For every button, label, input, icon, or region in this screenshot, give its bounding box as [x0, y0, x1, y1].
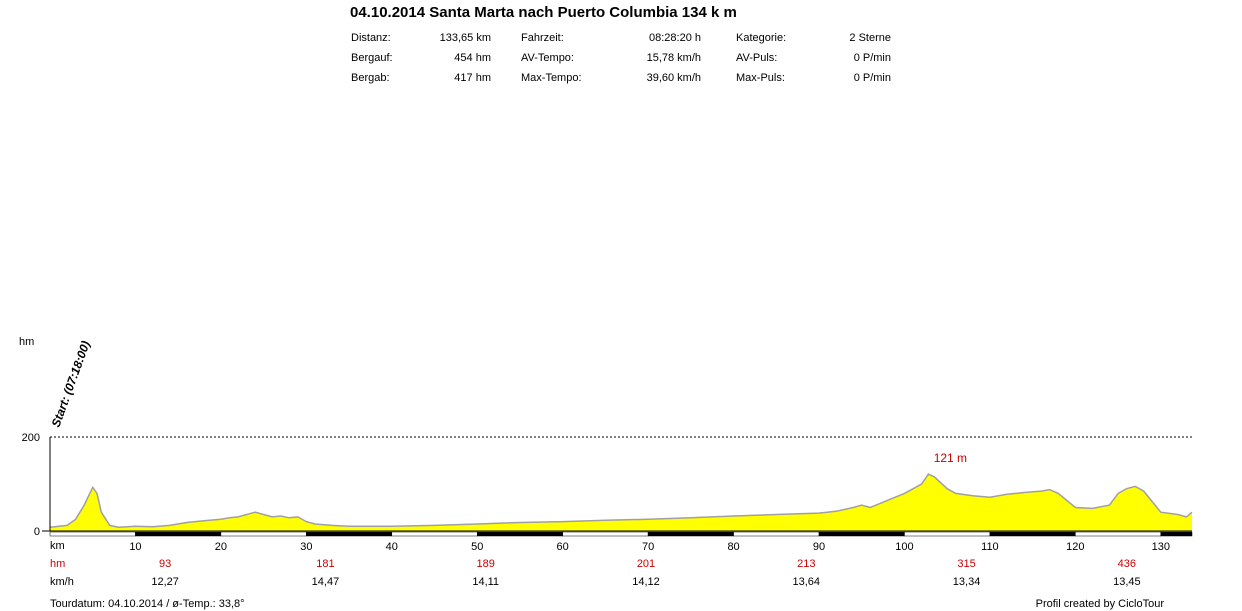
segment-hm-value: 93 — [159, 558, 172, 570]
stat-label-ride-time: Fahrzeit: — [521, 32, 564, 44]
x-band-segment — [306, 531, 393, 537]
stat-value-ascent: 454 hm — [454, 52, 491, 64]
x-tick-label: 20 — [215, 541, 227, 553]
segment-speed-value: 14,47 — [311, 576, 340, 588]
segment-hm-value: 181 — [316, 558, 335, 570]
x-band-segment — [989, 531, 1076, 537]
footer-tour-info: Tourdatum: 04.10.2014 / ø-Temp.: 33,8° — [50, 598, 245, 610]
segment-speed-row-label: km/h — [50, 576, 74, 588]
x-tick-label: 90 — [813, 541, 825, 553]
segment-hm-value: 315 — [957, 558, 976, 570]
stat-value-descent: 417 hm — [454, 72, 491, 84]
segment-hm-value: 213 — [797, 558, 816, 570]
segment-speed-value: 14,12 — [632, 576, 660, 588]
stat-value-distance: 133,65 km — [439, 32, 491, 44]
x-tick-label: 70 — [642, 541, 654, 553]
segment-speed-value: 13,64 — [792, 576, 821, 588]
segment-speed-value: 14,11 — [472, 576, 500, 588]
y-tick-label: 200 — [22, 432, 40, 444]
x-axis-band — [49, 531, 1193, 537]
stat-label-category: Kategorie: — [736, 32, 787, 44]
x-band-segment — [733, 531, 820, 537]
segment-speed-value: 12,27 — [151, 576, 179, 588]
x-axis-label: km — [50, 540, 65, 552]
stat-label-descent: Bergab: — [351, 72, 390, 84]
x-band-segment — [1075, 531, 1162, 537]
segment-hm-value: 201 — [636, 558, 656, 570]
segment-hm-value: 189 — [476, 558, 495, 570]
stat-label-max-speed: Max-Tempo: — [521, 72, 582, 84]
stat-label-max-pulse: Max-Puls: — [736, 72, 785, 84]
segment-speed-value: 13,45 — [1113, 576, 1141, 588]
stat-label-avg-speed: AV-Tempo: — [521, 52, 574, 64]
segment-hm-row-label: hm — [50, 558, 66, 570]
max-elevation-annotation: 121 m — [934, 451, 967, 465]
x-band-segment — [135, 531, 222, 537]
x-tick-label: 120 — [1066, 541, 1084, 553]
segment-speed-value: 13,34 — [952, 576, 981, 588]
stat-value-avg-pulse: 0 P/min — [853, 52, 891, 64]
x-band-segment — [391, 531, 478, 537]
x-tick-label: 100 — [895, 541, 913, 553]
x-tick-label: 130 — [1152, 541, 1170, 553]
x-tick-label: 30 — [300, 541, 312, 553]
tour-title: 04.10.2014 Santa Marta nach Puerto Colum… — [350, 4, 737, 21]
elevation-area — [50, 474, 1192, 531]
x-band-segment — [476, 531, 563, 537]
elevation-outline — [49, 473, 1193, 528]
stat-value-category: 2 Sterne — [849, 32, 891, 44]
x-band-segment — [647, 531, 734, 537]
x-tick-label: 60 — [557, 541, 569, 553]
stat-value-avg-speed: 15,78 km/h — [646, 52, 701, 64]
x-band-segment — [818, 531, 905, 537]
x-tick-labels: 10 20 30 40 50 60 70 80 90 100 110 120 130 — [129, 541, 1170, 553]
footer-credit: Profil created by CicloTour — [1035, 598, 1164, 610]
stat-value-max-speed: 39,60 km/h — [646, 72, 701, 84]
x-band-segment — [220, 531, 307, 537]
x-tick-label: 10 — [129, 541, 141, 553]
x-band-segment — [904, 531, 991, 537]
stat-label-ascent: Bergauf: — [351, 52, 393, 64]
stat-label-distance: Distanz: — [351, 32, 391, 44]
stat-value-ride-time: 08:28:20 h — [649, 32, 701, 44]
y-axis-label: hm — [19, 336, 35, 348]
x-tick-label: 110 — [981, 541, 999, 553]
x-band-segment — [1160, 531, 1193, 537]
y-tick-label: 0 — [34, 526, 40, 538]
stat-value-max-pulse: 0 P/min — [853, 72, 891, 84]
x-band-segment — [562, 531, 649, 537]
stat-label-avg-pulse: AV-Puls: — [736, 52, 778, 64]
segment-hm-value: 436 — [1117, 558, 1137, 570]
x-band-segment — [49, 531, 136, 537]
x-tick-label: 40 — [386, 541, 398, 553]
start-annotation: Start: (07:18:00) — [49, 339, 93, 429]
x-tick-label: 50 — [471, 541, 483, 553]
x-tick-label: 80 — [727, 541, 739, 553]
y-tick-labels: 0 200 — [22, 432, 40, 538]
